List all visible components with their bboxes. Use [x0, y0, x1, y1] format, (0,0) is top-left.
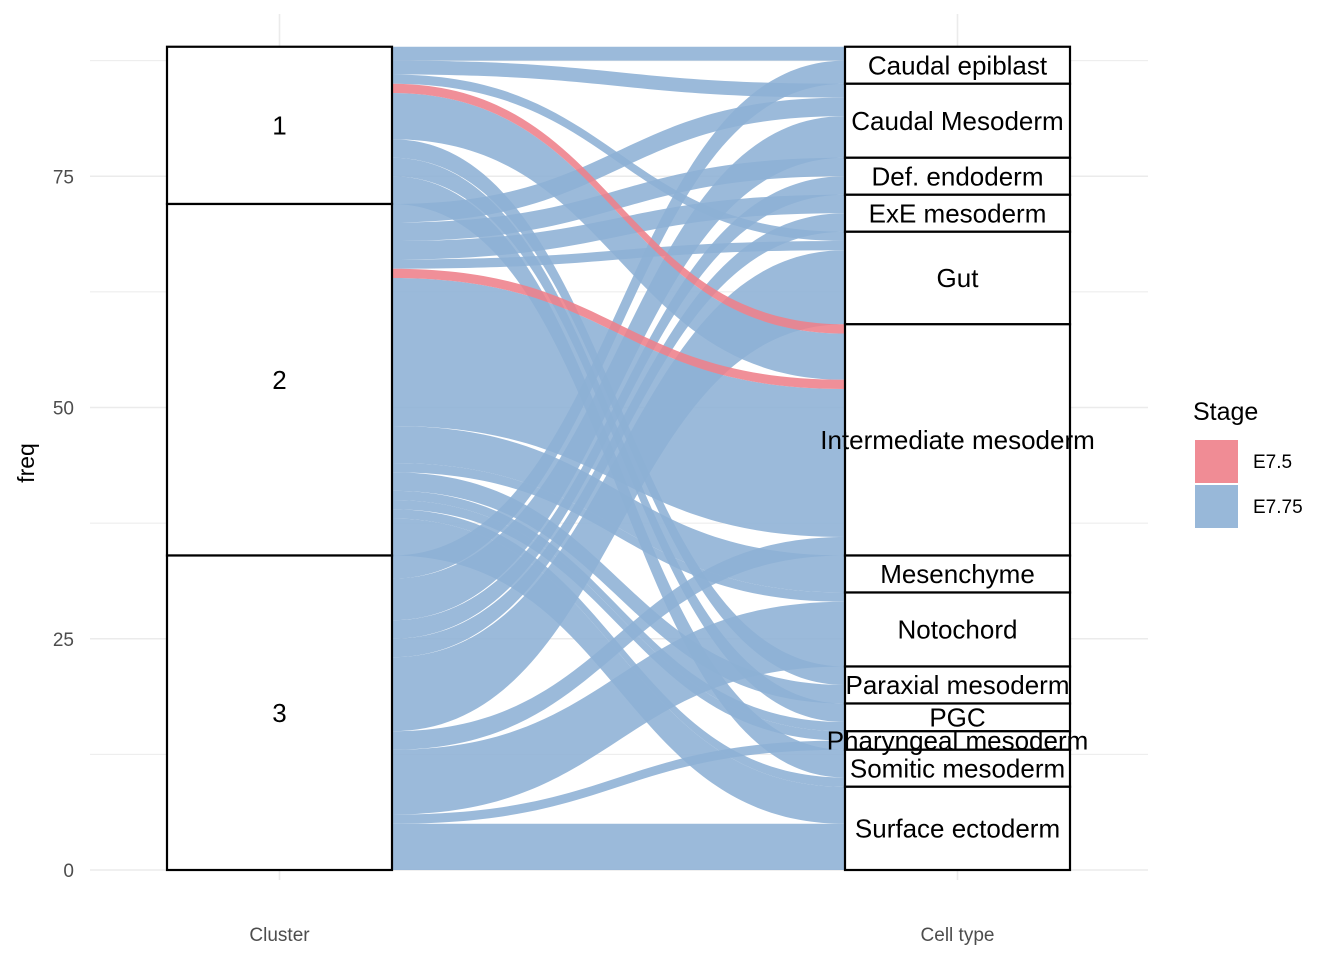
cluster-box-3	[165, 554, 394, 872]
flow-3-intermediate-mesoderm-e7-75	[392, 537, 845, 750]
cell-type-label-notochord: Notochord	[898, 615, 1018, 645]
cell-type-label-pharyngeal-mesoderm: Pharyngeal mesoderm	[827, 726, 1089, 756]
cell-type-label-paraxial-mesoderm: Paraxial mesoderm	[846, 670, 1070, 700]
cell-type-label-surface-ectoderm: Surface ectoderm	[855, 813, 1060, 843]
flow-3-caudal-mesoderm-e7-75	[392, 116, 845, 621]
cluster-label-1: 1	[272, 110, 286, 140]
flows	[392, 46, 845, 870]
flow-3-caudal-epiblast-e7-75	[392, 60, 845, 579]
y-tick-label: 25	[53, 630, 74, 651]
cell-type-box-mesenchyme	[843, 554, 1072, 594]
y-tick-label: 0	[63, 861, 74, 882]
flow-3-surface-ectoderm-e7-75	[392, 823, 845, 870]
cell-type-box-notochord	[843, 591, 1072, 668]
legend: Stage E7.5 E7.75	[1193, 398, 1303, 528]
x-axis-ticks: Cluster Cell type	[249, 925, 994, 946]
flow-2-caudal-mesoderm-e7-75	[392, 97, 845, 223]
cell-type-box-somitic-mesoderm	[843, 748, 1072, 788]
flow-1-intermediate-mesoderm-e7-5	[392, 83, 845, 334]
flow-3-exe-mesoderm-e7-75	[392, 213, 845, 658]
flow-3-gut-e7-75	[392, 250, 845, 732]
cell-type-label-def-endoderm: Def. endoderm	[872, 161, 1044, 191]
legend-label-e7-75: E7.75	[1253, 497, 1303, 518]
cell-type-box-surface-ectoderm	[843, 785, 1072, 872]
cell-type-box-pgc	[843, 702, 1072, 733]
flow-2-pgc-e7-75	[392, 490, 845, 732]
cell-type-label-caudal-mesoderm: Caudal Mesoderm	[851, 106, 1063, 136]
flow-2-exe-mesoderm-e7-75	[392, 194, 845, 260]
cell-type-box-intermediate-mesoderm	[843, 323, 1072, 557]
x-tick-label-cell-type: Cell type	[921, 925, 995, 946]
flow-2-surface-ectoderm-e7-75	[392, 518, 845, 824]
cell-type-label-somitic-mesoderm: Somitic mesoderm	[850, 753, 1065, 783]
flow-1-caudal-mesoderm-e7-75	[392, 60, 845, 98]
flow-2-pharyngeal-mesoderm-e7-75	[392, 500, 845, 741]
flow-2-intermediate-mesoderm-e7-5	[392, 268, 845, 389]
y-axis-ticks: 0 25 50 75	[53, 167, 74, 882]
flow-3-pharyngeal-mesoderm-e7-75	[392, 740, 845, 824]
legend-swatch-e7-75	[1195, 485, 1238, 528]
cluster-label-3: 3	[272, 698, 286, 728]
legend-swatch-e7-5	[1195, 440, 1238, 483]
flow-1-caudal-epiblast-e7-75	[392, 46, 845, 61]
cell-type-box-caudal-mesoderm	[843, 82, 1072, 159]
cell-type-label-exe-mesoderm: ExE mesoderm	[869, 198, 1047, 228]
cell-type-label-caudal-epiblast: Caudal epiblast	[868, 50, 1048, 80]
cell-type-label-pgc: PGC	[929, 702, 985, 732]
cell-type-box-paraxial-mesoderm	[843, 665, 1072, 705]
cluster-label-2: 2	[272, 365, 286, 395]
x-tick-label-cluster: Cluster	[249, 925, 310, 946]
legend-label-e7-5: E7.5	[1253, 452, 1292, 473]
flow-3-def-endoderm-e7-75	[392, 176, 845, 639]
cell-type-label-intermediate-mesoderm: Intermediate mesoderm	[820, 425, 1095, 455]
flow-2-notochord-e7-75	[392, 463, 845, 602]
cell-type-label-gut: Gut	[937, 263, 980, 293]
flow-2-paraxial-mesoderm-e7-75	[392, 472, 845, 704]
y-tick-label: 50	[53, 399, 74, 420]
y-axis-title: freq	[13, 443, 39, 483]
cluster-box-2	[165, 202, 394, 557]
flow-2-gut-e7-75	[392, 241, 845, 269]
strata: 1 2 3 Caudal epiblast Caudal Mesoderm Def. en…	[165, 45, 1095, 872]
legend-title: Stage	[1193, 398, 1258, 426]
flow-3-notochord-e7-75	[392, 601, 845, 815]
cell-type-label-mesenchyme: Mesenchyme	[880, 559, 1035, 589]
y-tick-label: 75	[53, 167, 74, 188]
